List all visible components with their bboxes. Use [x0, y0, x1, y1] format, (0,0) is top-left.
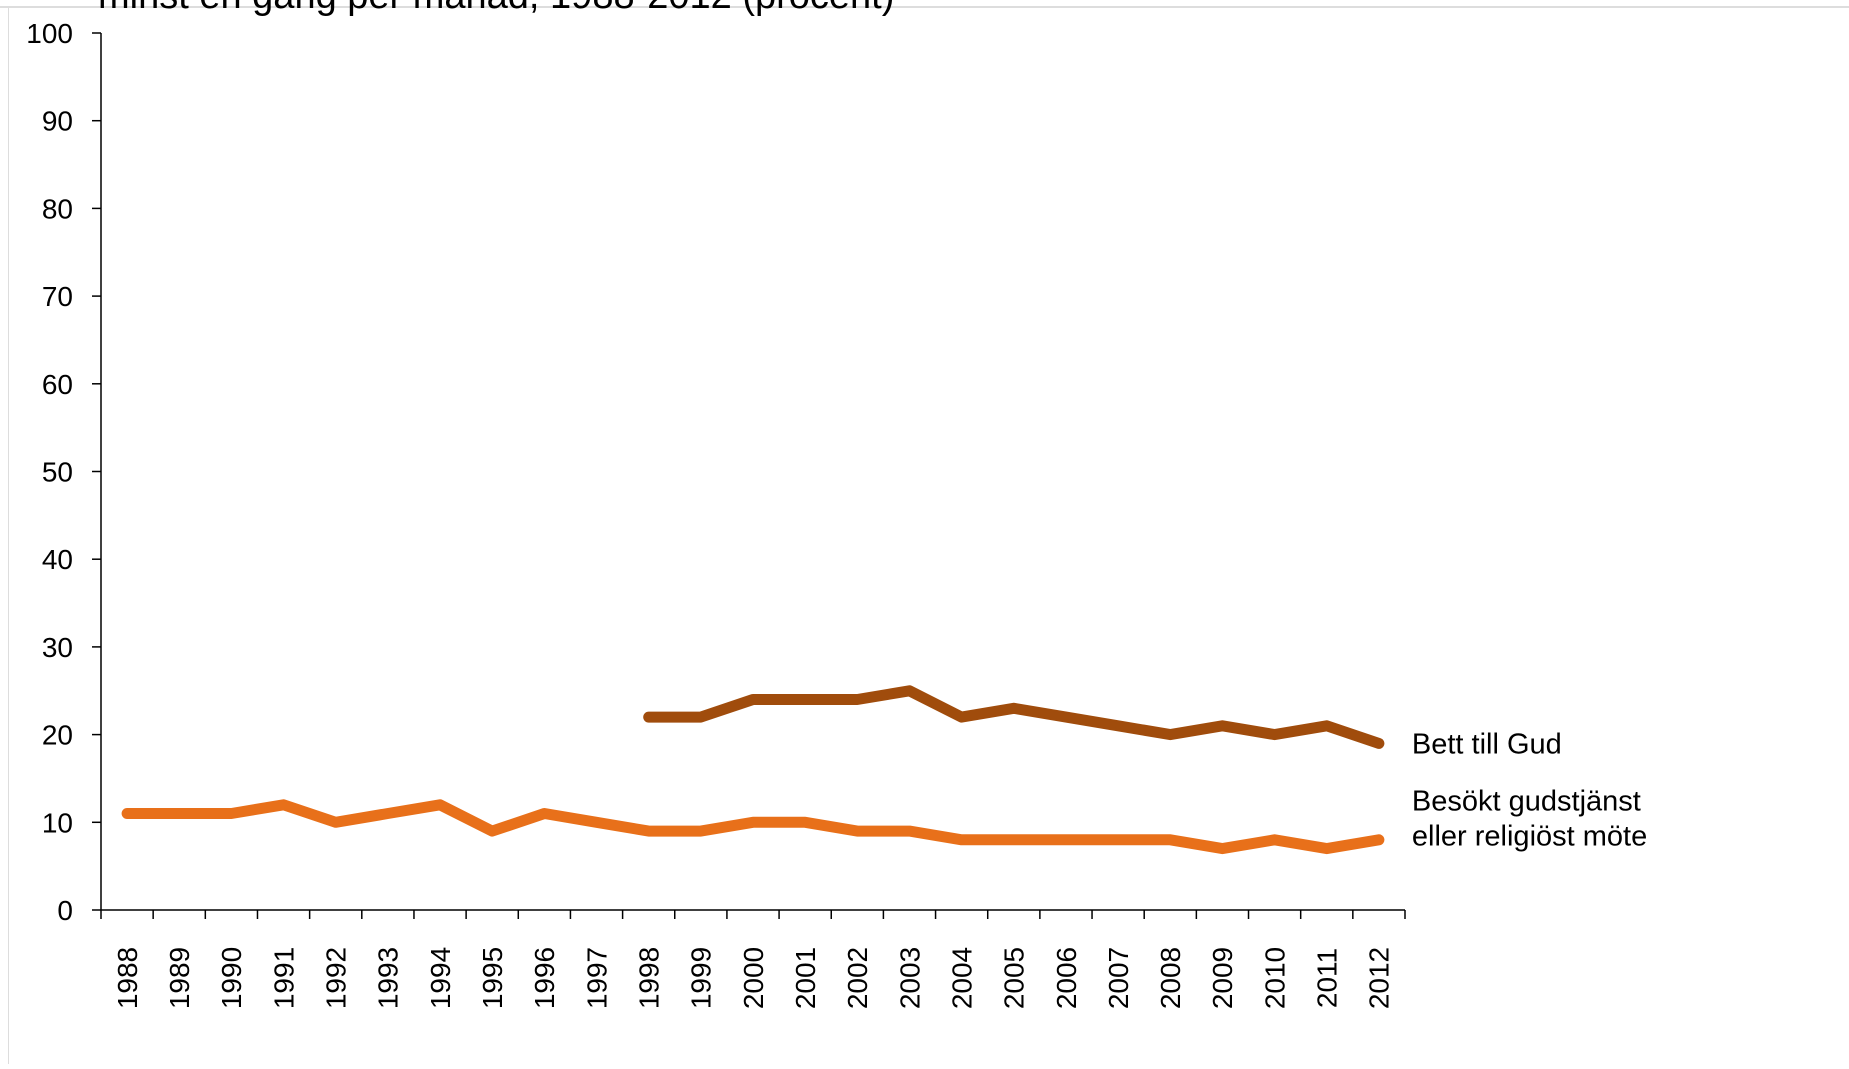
series-line-0	[643, 685, 1385, 749]
x-tick-label: 2002	[842, 947, 873, 1009]
data-point	[1062, 714, 1069, 721]
data-point	[489, 828, 496, 835]
y-tick-label: 80	[42, 193, 73, 224]
data-point	[1323, 845, 1330, 852]
data-point	[645, 714, 652, 721]
data-point	[697, 714, 704, 721]
data-point	[1271, 731, 1278, 738]
data-point	[958, 714, 965, 721]
data-point	[906, 687, 913, 694]
data-point	[1167, 731, 1174, 738]
y-tick-label: 60	[42, 369, 73, 400]
x-tick-label: 1996	[529, 947, 560, 1009]
data-point	[802, 819, 809, 826]
data-point	[280, 801, 287, 808]
series-label: Bett till Gud	[1412, 728, 1562, 760]
data-point	[645, 828, 652, 835]
data-point	[1323, 722, 1330, 729]
data-point	[750, 696, 756, 703]
data-point	[854, 828, 861, 835]
data-point	[958, 836, 965, 843]
x-tick-label: 2003	[894, 947, 925, 1009]
y-tick-label: 10	[42, 807, 73, 838]
data-point	[228, 810, 235, 817]
x-tick-label: 1989	[164, 947, 195, 1009]
x-tick-label: 1994	[425, 947, 456, 1009]
data-point	[384, 810, 391, 817]
data-point	[1115, 722, 1122, 729]
y-tick-label: 70	[42, 281, 73, 312]
x-tick-label: 2008	[1155, 947, 1186, 1009]
x-tick-label: 2010	[1259, 947, 1290, 1009]
x-tick-label: 2004	[946, 947, 977, 1009]
y-tick-label: 20	[42, 720, 73, 751]
x-tick-label: 1999	[686, 947, 717, 1009]
x-tick-label: 1995	[477, 947, 508, 1009]
series-layer	[121, 685, 1385, 855]
data-point	[697, 828, 704, 835]
data-point	[1062, 836, 1069, 843]
x-tick-label: 2009	[1207, 947, 1238, 1009]
chart-frame-left	[8, 6, 9, 1064]
x-tick-label: 2011	[1312, 948, 1343, 1008]
x-tick-label: 1993	[373, 947, 404, 1009]
data-point	[541, 810, 548, 817]
data-point	[1010, 705, 1017, 712]
y-tick-label: 40	[42, 544, 73, 575]
x-tick-label: 2007	[1103, 947, 1134, 1009]
x-tick-label: 1992	[321, 947, 352, 1009]
data-point	[1375, 836, 1382, 843]
y-tick-label: 50	[42, 457, 73, 488]
y-axis: 0 10 20 30 40 50 60 70 80 90 100	[26, 18, 102, 926]
data-point	[1375, 740, 1382, 747]
x-tick-label: 1990	[216, 947, 247, 1009]
y-tick-label: 100	[26, 18, 73, 49]
y-tick-label: 0	[57, 895, 73, 926]
x-tick-label: 2012	[1364, 947, 1395, 1009]
x-tick-label: 1997	[581, 947, 612, 1009]
y-tick-label: 30	[42, 632, 73, 663]
y-tick-label: 90	[42, 106, 73, 137]
data-point	[750, 819, 756, 826]
data-point	[176, 810, 183, 817]
series-line-1	[121, 799, 1385, 855]
data-point	[802, 696, 809, 703]
data-point	[1010, 836, 1017, 843]
x-tick-label: 2001	[790, 947, 821, 1009]
data-point	[1271, 836, 1278, 843]
x-tick-label: 2006	[1051, 947, 1082, 1009]
x-tick-label: 1991	[268, 947, 299, 1009]
data-point	[437, 801, 444, 808]
x-axis: 1988 1989 1990 1991 1992 1993 1994 1995 1996 1997…	[100, 909, 1406, 1009]
data-point	[1115, 836, 1122, 843]
x-tick-label: 2000	[738, 947, 769, 1009]
x-tick-label: 2005	[999, 947, 1030, 1009]
data-point	[854, 696, 861, 703]
data-point	[1219, 845, 1226, 852]
data-point	[332, 819, 339, 826]
chart-frame-top	[0, 6, 1849, 8]
chart-title: minst en gång per månad, 1988-2012 (proc…	[98, 0, 894, 17]
data-point	[593, 819, 600, 826]
series-label: eller religiöst möte	[1412, 820, 1647, 852]
x-tick-label: 1998	[633, 947, 664, 1009]
data-point	[1219, 722, 1226, 729]
series-label: Besökt gudstjänst	[1412, 785, 1641, 817]
x-tick-label: 1988	[112, 947, 143, 1009]
data-point	[906, 828, 913, 835]
data-point	[1167, 836, 1174, 843]
data-point	[124, 810, 131, 817]
